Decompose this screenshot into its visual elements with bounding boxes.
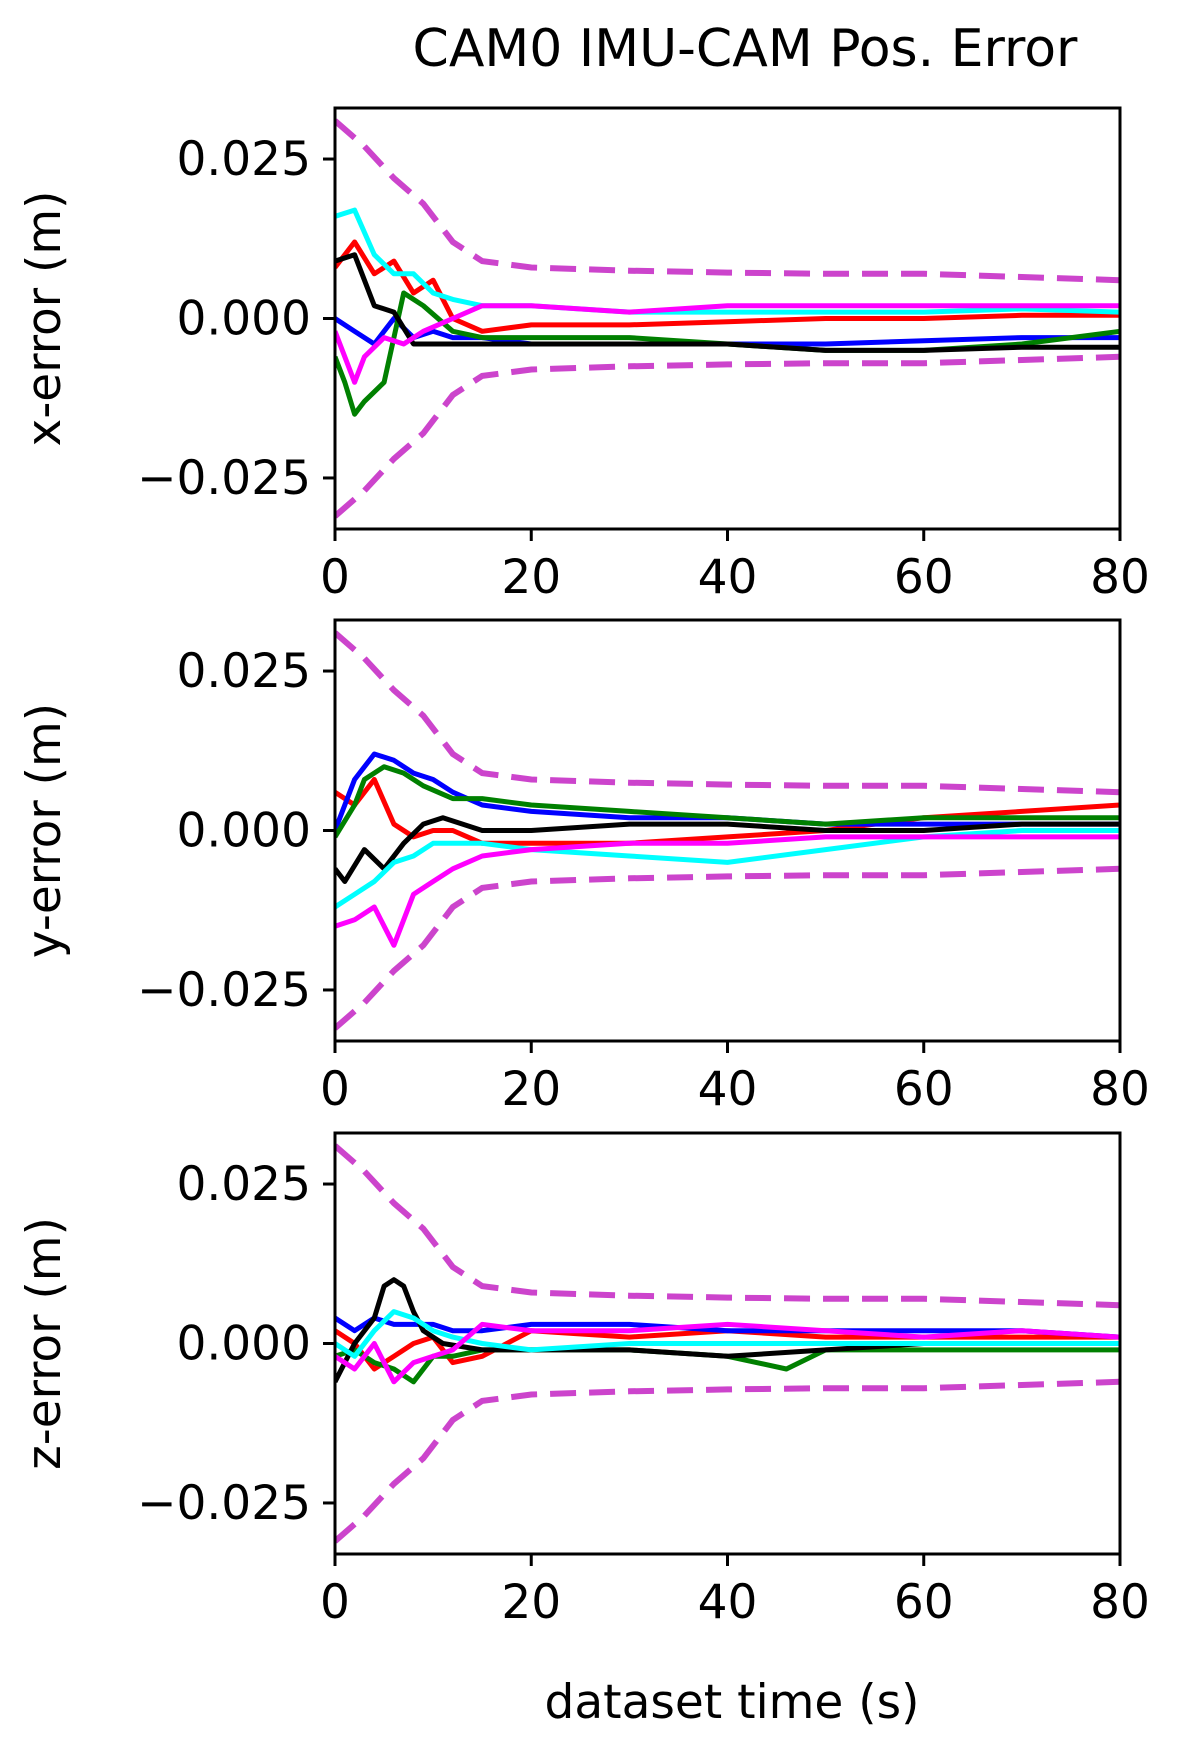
series-line-black — [335, 1277, 1120, 1383]
chart-title: CAM0 IMU-CAM Pos. Error — [413, 19, 1079, 79]
series-line-black — [335, 252, 1120, 353]
x-tick-label: 40 — [698, 1575, 758, 1630]
y-tick-label: 0.025 — [176, 644, 311, 699]
series-line-cyan — [335, 828, 1120, 910]
x-tick-label: 40 — [698, 550, 758, 605]
x-tick-label: 60 — [894, 1062, 954, 1117]
bound-line-upper — [335, 1143, 1120, 1309]
y-tick-label: 0.000 — [176, 804, 311, 859]
x-tick-label: 60 — [894, 1575, 954, 1630]
bound-line-upper — [335, 630, 1120, 796]
x-tick-label: 80 — [1090, 550, 1150, 605]
y-tick-label: −0.025 — [137, 963, 311, 1018]
plot-area — [335, 630, 1120, 1031]
x-tick-label: 0 — [320, 1062, 350, 1117]
y-tick-label: −0.025 — [137, 1476, 311, 1531]
bound-line-upper — [335, 118, 1120, 284]
y-tick-label: 0.000 — [176, 292, 311, 347]
bound-line-lower — [335, 1378, 1120, 1544]
y-tick-label: 0.000 — [176, 1317, 311, 1372]
plot-area — [335, 1143, 1120, 1544]
y-tick-label: 0.025 — [176, 132, 311, 187]
x-tick-label: 20 — [501, 1575, 561, 1630]
series-line-magenta — [335, 834, 1120, 948]
x-tick-label: 0 — [320, 1575, 350, 1630]
series-line-red — [335, 239, 1120, 334]
x-tick-label: 0 — [320, 550, 350, 605]
y-axis-label: x-error (m) — [17, 191, 72, 447]
series-line-magenta — [335, 303, 1120, 385]
x-tick-label: 80 — [1090, 1575, 1150, 1630]
y-tick-label: 0.025 — [176, 1157, 311, 1212]
x-tick-label: 80 — [1090, 1062, 1150, 1117]
series-line-blue — [335, 751, 1120, 832]
y-axis-label: y-error (m) — [17, 703, 72, 958]
series-line-cyan — [335, 1309, 1120, 1359]
plot-area — [335, 118, 1120, 519]
x-tick-label: 20 — [501, 1062, 561, 1117]
series-line-green — [335, 764, 1120, 839]
series-line-cyan — [335, 207, 1120, 315]
x-axis-label: dataset time (s) — [545, 1675, 920, 1730]
bound-line-lower — [335, 353, 1120, 519]
x-tick-label: 60 — [894, 550, 954, 605]
series-line-magenta — [335, 1321, 1120, 1385]
x-tick-label: 40 — [698, 1062, 758, 1117]
y-axis-label: z-error (m) — [17, 1217, 72, 1470]
y-tick-label: −0.025 — [137, 451, 311, 506]
x-tick-label: 20 — [501, 550, 561, 605]
series-line-black — [335, 815, 1120, 884]
bound-line-lower — [335, 865, 1120, 1031]
series-line-blue — [335, 1315, 1120, 1340]
